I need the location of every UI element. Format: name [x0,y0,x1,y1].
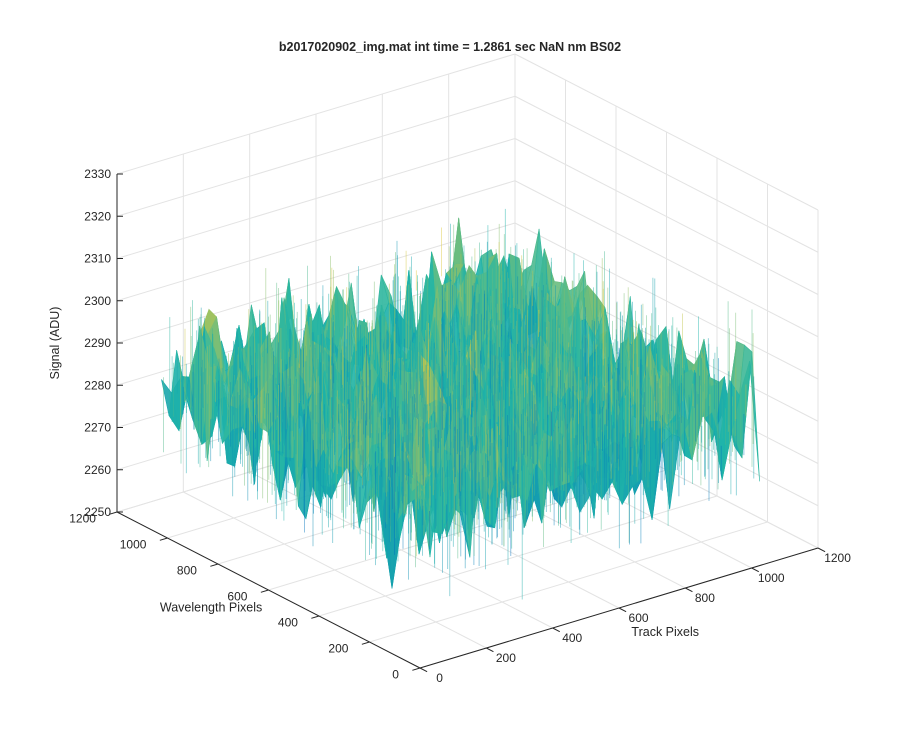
sidewall-gridline-z [514,180,819,338]
labels-layer: 0 200 400 600 800 1000 1200 0 200 400 600 800 1000 12… [48,40,851,685]
z-tick-label: 2270 [84,421,111,435]
x-tick-label: 400 [562,631,582,645]
z-tick-label: 2310 [84,252,111,266]
z-tick-label: 2320 [84,209,111,223]
sidewall-gridline-z [514,95,819,253]
backwall-gridline-z [116,138,516,259]
floor-gridline-y [318,495,718,617]
y-tick-label: 200 [328,641,348,655]
axes-layer [109,173,826,673]
y-tick-label: 600 [227,589,247,603]
y-tick-label: 800 [177,563,197,577]
x-tick-label: 1000 [758,571,785,585]
x-tick-label: 200 [496,651,516,665]
x-tick [419,667,428,673]
sidewall-gridline-z [514,53,819,211]
y-tick [109,511,118,515]
z-tick-label: 2280 [84,378,111,392]
x-axis-label: Track Pixels [631,625,699,639]
x-tick [552,627,561,633]
y-tick [210,563,219,567]
sidewall-gridline-z [514,138,819,295]
y-tick-label: 0 [392,667,399,681]
z-tick-label: 2290 [84,336,111,350]
z-tick-label: 2300 [84,294,111,308]
x-tick [817,547,826,553]
backwall-gridline-z [116,180,516,302]
x-tick-label: 0 [436,671,443,685]
backwall-gridline-z [116,53,516,175]
z-axis-label: Signal (ADU) [48,307,62,380]
backwall-gridline-z [116,222,516,344]
z-tick-label: 2250 [84,505,111,519]
x-tick [618,607,627,613]
x-tick [486,647,494,653]
y-tick [159,537,168,541]
y-tick-label: 400 [278,615,298,629]
z-tick-label: 2330 [84,167,111,181]
y-tick [311,615,320,619]
x-tick-label: 1200 [824,551,851,565]
y-axis-label: Wavelength Pixels [160,600,262,614]
x-tick [751,567,760,573]
x-tick-label: 800 [695,591,715,605]
y-tick [412,667,421,671]
sidewall-gridline-z [514,222,819,380]
y-tick-label: 1000 [120,537,147,551]
backwall-gridline-z [116,95,516,217]
surface-layer [161,208,760,600]
floor-gridline-y [369,521,768,643]
chart-title: b2017020902_img.mat int time = 1.2861 se… [279,40,621,54]
z-tick-label: 2260 [84,463,111,477]
x-tick [685,587,693,593]
y-tick [260,589,269,593]
y-tick-label: 1200 [69,511,96,525]
x-tick-label: 600 [629,611,649,625]
y-tick [361,641,370,645]
